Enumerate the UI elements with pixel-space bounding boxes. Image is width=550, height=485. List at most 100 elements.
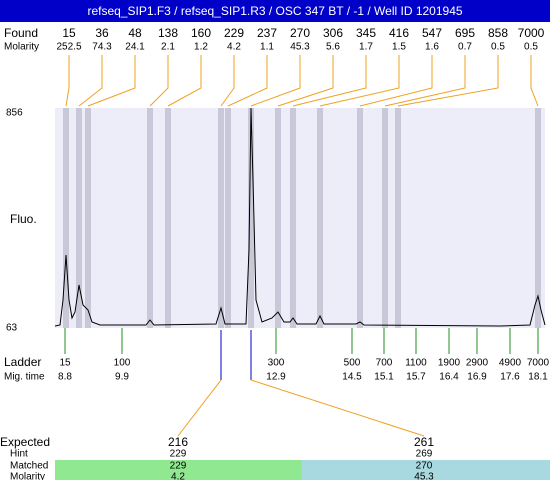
peak-size: 229: [224, 26, 244, 40]
y-label: Fluo.: [10, 212, 37, 226]
peak-connector: [397, 55, 499, 107]
peak-size: 858: [488, 26, 508, 40]
ladder-size: 100: [114, 358, 131, 369]
expected-size: 261: [414, 435, 434, 449]
peak-size: 160: [191, 26, 211, 40]
matched-label: Matched: [10, 461, 48, 472]
ladder-time: 9.9: [115, 372, 129, 383]
peak-band: [63, 108, 69, 328]
peak-band: [275, 108, 281, 328]
peak-molarity: 1.7: [359, 42, 373, 53]
ladder-time: 8.8: [58, 372, 72, 383]
expected-connector: [250, 379, 425, 437]
hint: 269: [416, 449, 433, 460]
peak-band: [382, 108, 388, 328]
y-max: 856: [6, 108, 23, 119]
exp-molarity-label: Molarity: [10, 472, 45, 480]
peak-size: 695: [455, 26, 475, 40]
peak-molarity: 1.2: [194, 42, 208, 53]
ladder-time: 17.6: [500, 372, 520, 383]
peak-connector: [220, 55, 235, 107]
title: refseq_SIP1.F3 / refseq_SIP1.R3 / OSC 34…: [87, 4, 462, 18]
peak-size: 345: [356, 26, 376, 40]
peak-connector: [227, 55, 268, 107]
peak-band: [395, 108, 401, 328]
ladder-time: 16.4: [439, 372, 459, 383]
peak-connector: [87, 55, 136, 107]
peak-molarity: 1.1: [260, 42, 274, 53]
peak-band: [218, 108, 224, 328]
peak-connector: [149, 55, 169, 107]
peak-size: 7000: [518, 26, 545, 40]
peak-molarity: 45.3: [290, 42, 310, 53]
found-label: Found: [4, 26, 38, 40]
peak-size: 270: [290, 26, 310, 40]
trace: [54, 107, 546, 327]
peak-molarity: 0.5: [524, 42, 538, 53]
ladder-size: 15: [59, 358, 71, 369]
peak-size: 15: [62, 26, 76, 40]
ladder-size: 2900: [466, 358, 489, 369]
ladder-time: 12.9: [266, 372, 286, 383]
peak-connector: [292, 55, 367, 107]
peak-band: [535, 108, 541, 328]
peak-band: [357, 108, 363, 328]
ladder-time: 15.7: [406, 372, 426, 383]
matched: 229: [170, 461, 187, 472]
peak-connector: [384, 55, 466, 107]
peak-band: [165, 108, 171, 328]
peak-connector: [250, 55, 301, 107]
peak-band: [225, 108, 231, 328]
matched-band: [302, 460, 550, 480]
title-bar: [0, 0, 550, 22]
peak-molarity: 74.3: [92, 42, 112, 53]
ladder-time: 18.1: [528, 372, 548, 383]
ladder-label: Ladder: [4, 355, 41, 369]
expected-connector: [177, 379, 222, 437]
matched: 270: [416, 461, 433, 472]
peak-molarity: 24.1: [125, 42, 145, 53]
peak-molarity: 0.7: [458, 42, 472, 53]
peak-connector: [319, 55, 400, 107]
peak-connector: [277, 55, 334, 107]
ladder-size: 700: [376, 358, 393, 369]
peak-size: 48: [128, 26, 142, 40]
peak-size: 138: [158, 26, 178, 40]
peak-band: [317, 108, 323, 328]
peak-molarity: 0.5: [491, 42, 505, 53]
peak-molarity: 2.1: [161, 42, 175, 53]
hint: 229: [170, 449, 187, 460]
peak-band: [85, 108, 91, 328]
ladder-time: 15.1: [374, 372, 394, 383]
peak-band: [290, 108, 296, 328]
peak-connector: [65, 55, 70, 107]
molarity-label: Molarity: [4, 42, 39, 53]
peak-size: 416: [389, 26, 409, 40]
expected-label: Expected: [0, 435, 50, 449]
hint-label: Hint: [10, 449, 28, 460]
peak-molarity: 1.6: [425, 42, 439, 53]
ladder-size: 500: [344, 358, 361, 369]
plot-area: [55, 108, 545, 328]
ladder-time: 16.9: [467, 372, 487, 383]
peak-connector: [167, 55, 202, 107]
matched-band: [55, 460, 302, 480]
ladder-size: 4900: [499, 358, 522, 369]
peak-band: [76, 108, 82, 328]
ladder-time: 14.5: [342, 372, 362, 383]
expected-molarity: 45.3: [414, 472, 434, 480]
peak-connector: [530, 55, 539, 107]
peak-band: [147, 108, 153, 328]
peak-band: [248, 108, 254, 328]
peak-size: 36: [95, 26, 109, 40]
peak-size: 306: [323, 26, 343, 40]
ladder-size: 1900: [438, 358, 461, 369]
peak-molarity: 5.6: [326, 42, 340, 53]
ladder-size: 7000: [527, 358, 550, 369]
y-min: 63: [6, 323, 18, 334]
ladder-size: 300: [268, 358, 285, 369]
peak-size: 237: [257, 26, 277, 40]
peak-connector: [359, 55, 433, 107]
mig-label: Mig. time: [4, 372, 45, 383]
